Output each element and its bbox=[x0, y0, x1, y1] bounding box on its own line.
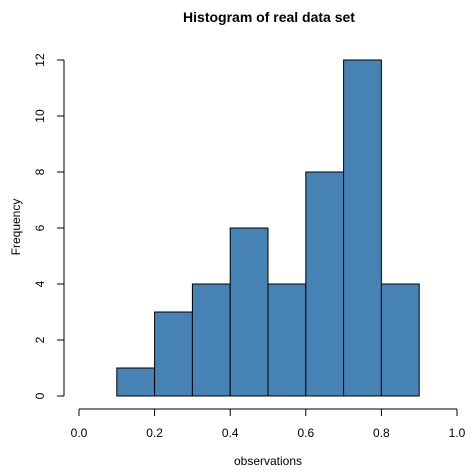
y-tick-label: 2 bbox=[33, 336, 47, 343]
x-tick-label: 0.4 bbox=[222, 426, 239, 440]
histogram-bar bbox=[229, 227, 269, 397]
x-tick-label: 0.8 bbox=[373, 426, 390, 440]
y-tick-label: 10 bbox=[33, 109, 47, 123]
y-tick-label: 12 bbox=[33, 53, 47, 67]
x-tick-label: 0.0 bbox=[71, 426, 88, 440]
x-tick-label: 1.0 bbox=[449, 426, 466, 440]
x-tick-label: 0.6 bbox=[297, 426, 314, 440]
y-tick-label: 8 bbox=[33, 168, 47, 175]
histogram-bar bbox=[116, 367, 156, 397]
histogram-bar bbox=[191, 283, 231, 397]
y-axis-label: Frequency bbox=[9, 199, 23, 256]
histogram-bar bbox=[154, 311, 193, 397]
bars-layer bbox=[116, 59, 420, 397]
x-tick-label: 0.2 bbox=[146, 426, 163, 440]
histogram-bar bbox=[305, 171, 345, 397]
y-axis: 0 2 4 6 8 10 12 bbox=[33, 53, 65, 399]
y-tick-label: 0 bbox=[33, 392, 47, 399]
histogram-bar bbox=[267, 283, 307, 397]
histogram-bar bbox=[343, 59, 382, 397]
y-tick-label: 6 bbox=[33, 224, 47, 231]
x-axis: 0.0 0.2 0.4 0.6 0.8 1.0 bbox=[71, 408, 466, 440]
x-axis-label: observations bbox=[234, 454, 302, 468]
chart-title: Histogram of real data set bbox=[183, 9, 355, 25]
histogram-bar bbox=[380, 283, 420, 397]
y-tick-label: 4 bbox=[33, 280, 47, 287]
